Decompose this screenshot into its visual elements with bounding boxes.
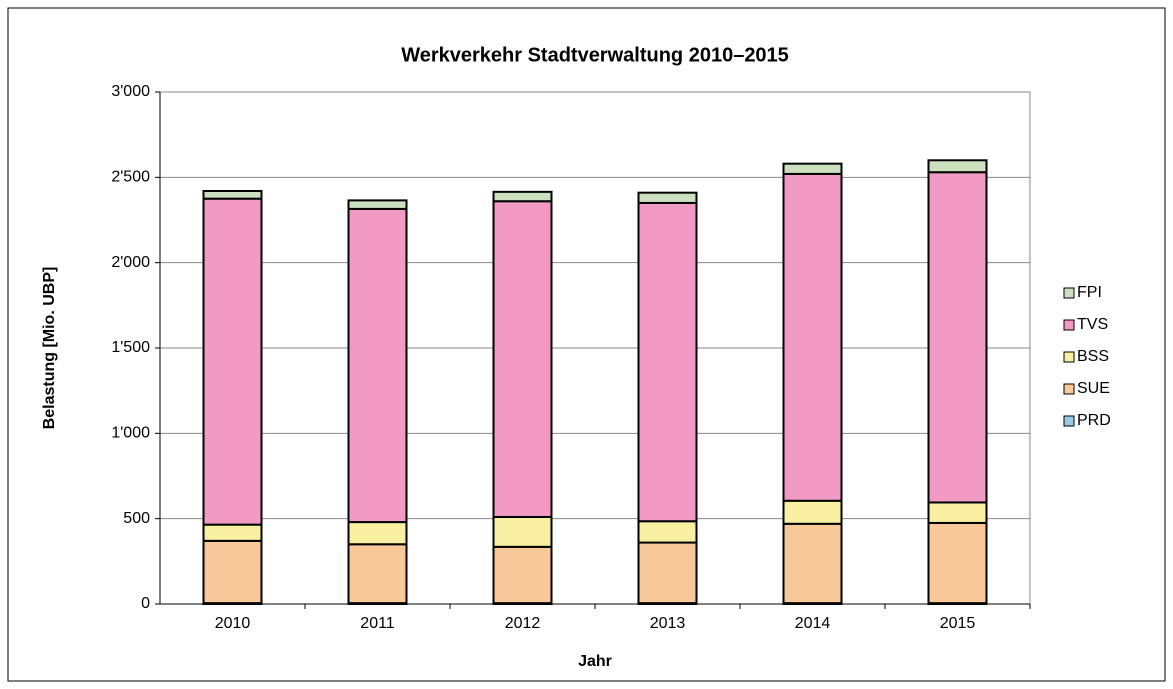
bar-segment — [637, 541, 698, 605]
x-tick-label: 2013 — [650, 615, 686, 632]
legend-swatch — [1063, 351, 1075, 363]
y-tick-label: 2'000 — [111, 254, 150, 271]
bar-segment — [202, 523, 263, 542]
x-tick-label: 2010 — [215, 615, 251, 632]
bar-segment — [927, 521, 988, 605]
bar-segment — [637, 520, 698, 544]
bar-segment — [927, 159, 988, 174]
x-axis-label: Jahr — [578, 653, 612, 670]
bar-segment — [347, 543, 408, 605]
bar-segment — [347, 207, 408, 524]
legend-label: TVS — [1077, 316, 1108, 333]
legend-swatch — [1063, 383, 1075, 395]
legend-label: BSS — [1077, 348, 1109, 365]
y-tick-label: 1'500 — [111, 339, 150, 356]
bar-segment — [782, 499, 843, 525]
legend-swatch — [1063, 319, 1075, 331]
legend-label: PRD — [1077, 412, 1111, 429]
bar-segment — [637, 201, 698, 523]
bar-segment — [492, 200, 553, 518]
x-tick-label: 2014 — [795, 615, 831, 632]
y-tick-label: 2'500 — [111, 169, 150, 186]
bar-segment — [492, 545, 553, 605]
y-tick-label: 500 — [123, 510, 150, 527]
x-tick-label: 2012 — [505, 615, 541, 632]
bar-segment — [927, 171, 988, 504]
bar-segment — [492, 515, 553, 548]
legend-swatch — [1063, 415, 1075, 427]
bar-segment — [492, 190, 553, 203]
legend-swatch — [1063, 287, 1075, 299]
bar-segment — [782, 522, 843, 605]
bar-segment — [637, 191, 698, 204]
bar-segment — [202, 197, 263, 526]
bar-segment — [202, 539, 263, 605]
x-tick-label: 2015 — [940, 615, 976, 632]
y-tick-label: 0 — [141, 595, 150, 612]
chart-title: Werkverkehr Stadtverwaltung 2010–2015 — [401, 44, 789, 66]
bar-segment — [202, 189, 263, 200]
y-axis-label: Belastung [Mio. UBP] — [41, 267, 58, 430]
bar-segment — [347, 521, 408, 546]
y-tick-label: 1'000 — [111, 425, 150, 442]
x-tick-label: 2011 — [360, 615, 395, 632]
bar-segment — [782, 162, 843, 175]
legend-label: SUE — [1077, 380, 1110, 397]
bar-segment — [782, 172, 843, 502]
bar-segment — [927, 501, 988, 524]
bar-segment — [347, 199, 408, 210]
legend-label: FPI — [1077, 284, 1102, 301]
y-tick-label: 3'000 — [111, 83, 150, 100]
